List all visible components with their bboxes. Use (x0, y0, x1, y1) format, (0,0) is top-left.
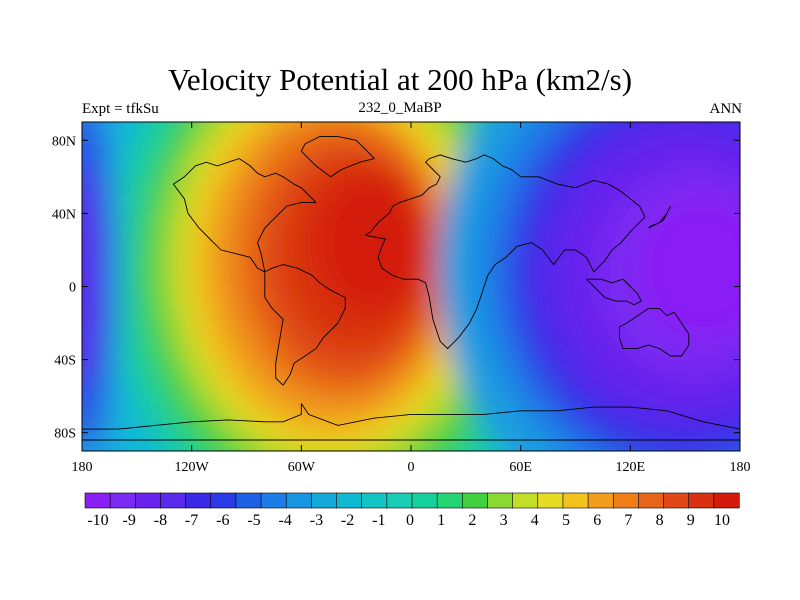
colorbar-label: -6 (216, 512, 229, 529)
colorbar-label: 4 (531, 512, 539, 529)
x-tick-label: 180 (72, 460, 93, 475)
colorbar: -10 -9 -8 -7 -6 -5 -4 -3 -2 -1 0 1 2 3 4 5 6 7 8 9 10 (84, 492, 740, 529)
colorbar-label: -1 (372, 512, 385, 529)
colorbar-swatch (638, 492, 665, 509)
colorbar-swatch (311, 492, 338, 509)
x-tick-label: 120W (175, 460, 210, 475)
colorbar-swatch (512, 492, 539, 509)
colorbar-swatch (109, 492, 136, 509)
field-layer (82, 122, 740, 451)
continent-outlines (82, 136, 740, 441)
colorbar-label: 1 (437, 512, 445, 529)
colorbar-swatch (562, 492, 589, 509)
x-tick-label: 60E (509, 460, 532, 475)
y-tick-label: 80S (54, 427, 76, 442)
x-tick-label: 60W (288, 460, 316, 475)
colorbar-swatch (285, 492, 312, 509)
colorbar-label: 5 (562, 512, 570, 529)
colorbar-label: 9 (687, 512, 695, 529)
colorbar-label: 0 (406, 512, 414, 529)
colorbar-label: 6 (593, 512, 601, 529)
colorbar-label: -9 (123, 512, 136, 529)
colorbar-swatch (462, 492, 489, 509)
australia-outline (618, 307, 690, 357)
y-tick-label: 0 (69, 281, 76, 296)
plot-area: 180 120W 60W 0 60E 120E 180 80N 40N 0 40S 80S (52, 121, 751, 475)
y-tick-label: 40S (54, 354, 76, 369)
case-label: 232_0_MaBP (358, 100, 442, 116)
colorbar-label: 3 (500, 512, 508, 529)
colorbar-swatch (84, 492, 111, 509)
colorbar-swatch (411, 492, 438, 509)
colorbar-label: -7 (185, 512, 198, 529)
x-tick-label: 120E (616, 460, 646, 475)
north-america-outline (172, 158, 317, 273)
field-contour-wrap-l3 (82, 167, 101, 387)
chart-title: Velocity Potential at 200 hPa (km2/s) (167, 62, 633, 97)
colorbar-swatch (235, 492, 262, 509)
field-contour-neg-l8 (637, 195, 740, 342)
antarctica-outline (82, 403, 740, 441)
colorbar-swatch (612, 492, 639, 509)
colorbar-swatch (185, 492, 212, 509)
experiment-label: Expt = tfkSu (82, 101, 159, 117)
colorbar-swatch (688, 492, 715, 509)
axis-ticks: 180 120W 60W 0 60E 120E 180 80N 40N 0 40S 80S (52, 122, 751, 475)
colorbar-label: -8 (154, 512, 167, 529)
colorbar-label: -4 (279, 512, 292, 529)
colorbar-label: -3 (310, 512, 323, 529)
colorbar-label: 10 (714, 512, 730, 529)
x-tick-label: 180 (730, 460, 751, 475)
maritime-continent-outline (586, 278, 642, 306)
colorbar-swatch (587, 492, 614, 509)
colorbar-swatch (135, 492, 162, 509)
colorbar-swatch (361, 492, 388, 509)
colorbar-swatch (436, 492, 463, 509)
y-tick-label: 80N (52, 134, 76, 149)
x-tick-label: 0 (408, 460, 415, 475)
greenland-outline (300, 136, 375, 178)
colorbar-swatch (663, 492, 690, 509)
colorbar-swatch (336, 492, 363, 509)
colorbar-label: -10 (87, 512, 108, 529)
colorbar-swatch (160, 492, 187, 509)
colorbar-swatch (537, 492, 564, 509)
colorbar-swatch (713, 492, 740, 509)
colorbar-swatch (386, 492, 413, 509)
south-america-outline (264, 264, 346, 386)
colorbar-label: 7 (624, 512, 632, 529)
colorbar-swatch (260, 492, 287, 509)
colorbar-label: 8 (656, 512, 664, 529)
y-tick-label: 40N (52, 207, 76, 222)
colorbar-swatch (210, 492, 237, 509)
colorbar-swatch (487, 492, 514, 509)
colorbar-label: -2 (341, 512, 354, 529)
colorbar-label: 2 (468, 512, 476, 529)
colorbar-label: -5 (247, 512, 260, 529)
africa-eurasia-outline (365, 154, 646, 350)
japan-outline (648, 205, 671, 229)
season-label: ANN (709, 101, 743, 117)
